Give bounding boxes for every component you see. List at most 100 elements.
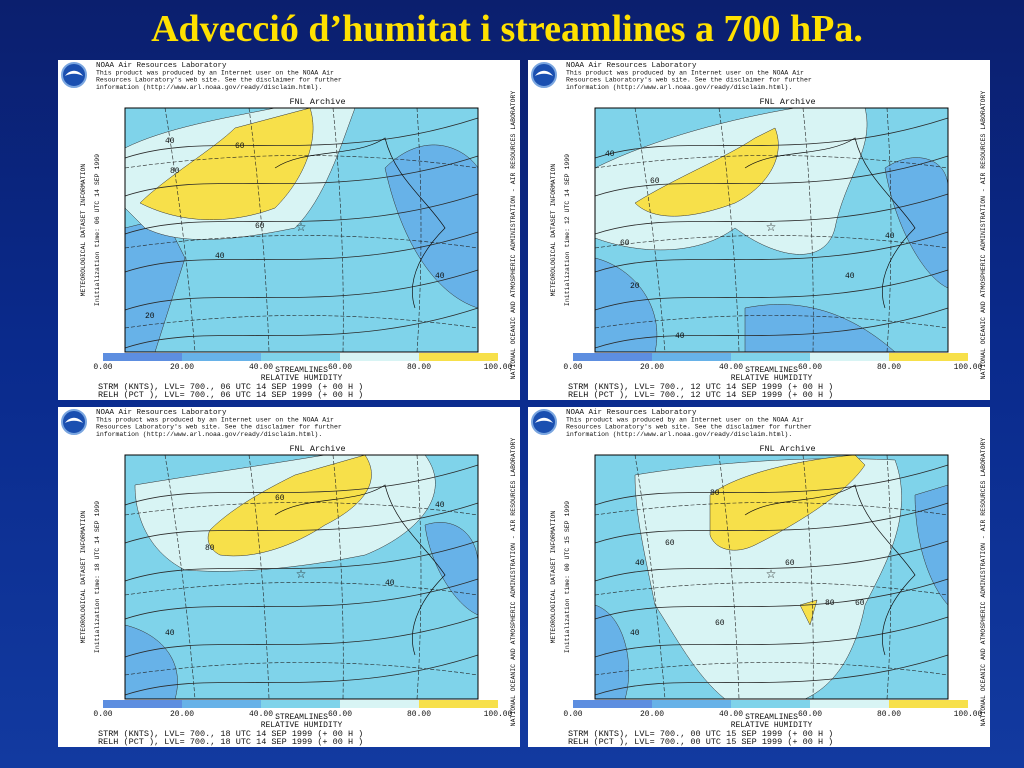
header-text: information (http://www.arl.noaa.gov/rea… bbox=[566, 431, 792, 438]
footer-text: STREAMLINES bbox=[275, 713, 328, 722]
colorbar-segment bbox=[731, 353, 810, 361]
map: ☆ 40 80 60 60 40 40 20 bbox=[124, 107, 479, 353]
map: ☆ 80 60 40 40 40 bbox=[124, 454, 479, 700]
side-text: METEOROLOGICAL DATASET INFORMATION bbox=[550, 164, 557, 297]
meridian bbox=[332, 454, 344, 700]
colorbar-label: 80.00 bbox=[877, 710, 901, 719]
colorbar-segment bbox=[652, 700, 731, 708]
station-marker: ☆ bbox=[296, 220, 307, 234]
parallel bbox=[124, 502, 479, 516]
colorbar-segment bbox=[889, 353, 968, 361]
footer-text: RELATIVE HUMIDITY bbox=[261, 374, 343, 383]
footer-text: RELATIVE HUMIDITY bbox=[731, 374, 813, 383]
meridian bbox=[886, 107, 892, 353]
footer-text: STRM (KNTS), LVL= 700., 12 UTC 14 SEP 19… bbox=[568, 382, 833, 392]
contour-label: 60 bbox=[855, 599, 865, 608]
colorbar-label: 80.00 bbox=[877, 363, 901, 372]
streamline bbox=[594, 155, 949, 197]
streamline bbox=[594, 540, 949, 582]
footer-text: STRM (KNTS), LVL= 700., 06 UTC 14 SEP 19… bbox=[98, 382, 363, 392]
colorbar-label: 60.00 bbox=[328, 710, 352, 719]
footer-text: STREAMLINES bbox=[745, 366, 798, 375]
streamline bbox=[124, 307, 479, 349]
contour-label: 40 bbox=[385, 579, 395, 588]
archive-label: FNL Archive bbox=[289, 97, 345, 107]
colorbar-segment bbox=[103, 353, 182, 361]
contour-label: 80 bbox=[205, 544, 215, 553]
contour-label: 60 bbox=[275, 494, 285, 503]
parallel bbox=[124, 315, 479, 329]
streamline bbox=[594, 193, 949, 235]
side-text: NATIONAL OCEANIC AND ATMOSPHERIC ADMINIS… bbox=[510, 438, 517, 727]
station-marker: ☆ bbox=[766, 220, 777, 234]
contour-label: 40 bbox=[605, 150, 615, 159]
noaa-logo bbox=[61, 62, 87, 88]
side-text: NATIONAL OCEANIC AND ATMOSPHERIC ADMINIS… bbox=[980, 91, 987, 380]
contour-label: 40 bbox=[215, 252, 225, 261]
streamline bbox=[124, 117, 479, 159]
colorbar-segment bbox=[182, 700, 261, 708]
footer-text: RELH (PCT ), LVL= 700., 06 UTC 14 SEP 19… bbox=[98, 390, 363, 400]
slide-title: Advecció d’humitat i streamlines a 700 h… bbox=[151, 8, 863, 50]
streamline bbox=[594, 117, 949, 159]
coastline bbox=[274, 484, 446, 656]
map-frame bbox=[124, 454, 479, 700]
side-text: METEOROLOGICAL DATASET INFORMATION bbox=[550, 511, 557, 644]
humidity-area-max bbox=[139, 107, 314, 220]
header-text: NOAA Air Resources Laboratory bbox=[566, 62, 697, 70]
meridian bbox=[634, 454, 666, 700]
header-text: Resources Laboratory's web site. See the… bbox=[96, 424, 342, 431]
meridian bbox=[416, 107, 422, 353]
contour-label: 40 bbox=[435, 272, 445, 281]
colorbar-label: 20.00 bbox=[640, 710, 664, 719]
side-text: METEOROLOGICAL DATASET INFORMATION bbox=[80, 164, 87, 297]
contour-label: 60 bbox=[650, 177, 660, 186]
contour-label: 80 bbox=[170, 167, 180, 176]
streamline bbox=[124, 616, 479, 658]
colorbar-label: 100.00 bbox=[954, 363, 983, 372]
footer-text: STREAMLINES bbox=[275, 366, 328, 375]
contour-label: 60 bbox=[785, 559, 795, 568]
colorbar-segment bbox=[810, 353, 889, 361]
map-frame bbox=[594, 454, 949, 700]
contour-label: 20 bbox=[145, 312, 155, 321]
footer-text: RELH (PCT ), LVL= 700., 00 UTC 15 SEP 19… bbox=[568, 737, 833, 747]
map: ☆ 40 60 60 40 40 20 40 bbox=[594, 107, 949, 353]
colorbar-label: 0.00 bbox=[563, 363, 582, 372]
streamline bbox=[124, 654, 479, 696]
contour-label: 40 bbox=[165, 629, 175, 638]
colorbar-segment bbox=[652, 353, 731, 361]
streamline bbox=[124, 231, 479, 273]
colorbar-label: 60.00 bbox=[798, 363, 822, 372]
colorbar-label: 0.00 bbox=[93, 710, 112, 719]
header-text: information (http://www.arl.noaa.gov/rea… bbox=[566, 84, 792, 91]
header-text: information (http://www.arl.noaa.gov/rea… bbox=[96, 431, 322, 438]
meridian bbox=[248, 107, 270, 353]
contour-label: 60 bbox=[715, 619, 725, 628]
colorbar-label: 100.00 bbox=[484, 710, 513, 719]
meridian bbox=[332, 107, 344, 353]
header-text: This product was produced by an Internet… bbox=[566, 69, 804, 76]
meridian bbox=[802, 454, 814, 700]
meridian bbox=[718, 107, 740, 353]
contour-label: 40 bbox=[165, 137, 175, 146]
colorbar-segment bbox=[810, 700, 889, 708]
footer-text: STREAMLINES bbox=[745, 713, 798, 722]
map: ☆ 80 40 60 60 60 80 60 40 bbox=[594, 454, 949, 700]
streamline bbox=[124, 464, 479, 506]
parallel bbox=[124, 155, 479, 169]
streamline bbox=[594, 231, 949, 273]
parallel bbox=[594, 662, 949, 676]
colorbar-segment bbox=[889, 700, 968, 708]
streamline bbox=[594, 464, 949, 506]
colorbar-label: 40.00 bbox=[249, 363, 273, 372]
colorbar-segment bbox=[340, 353, 419, 361]
colorbar-segment bbox=[261, 353, 340, 361]
archive-label: FNL Archive bbox=[759, 444, 815, 454]
contour-label: 80 bbox=[710, 489, 720, 498]
map-frame bbox=[124, 107, 479, 353]
colorbar-label: 60.00 bbox=[798, 710, 822, 719]
colorbar-label: 40.00 bbox=[249, 710, 273, 719]
colorbar-segment bbox=[182, 353, 261, 361]
